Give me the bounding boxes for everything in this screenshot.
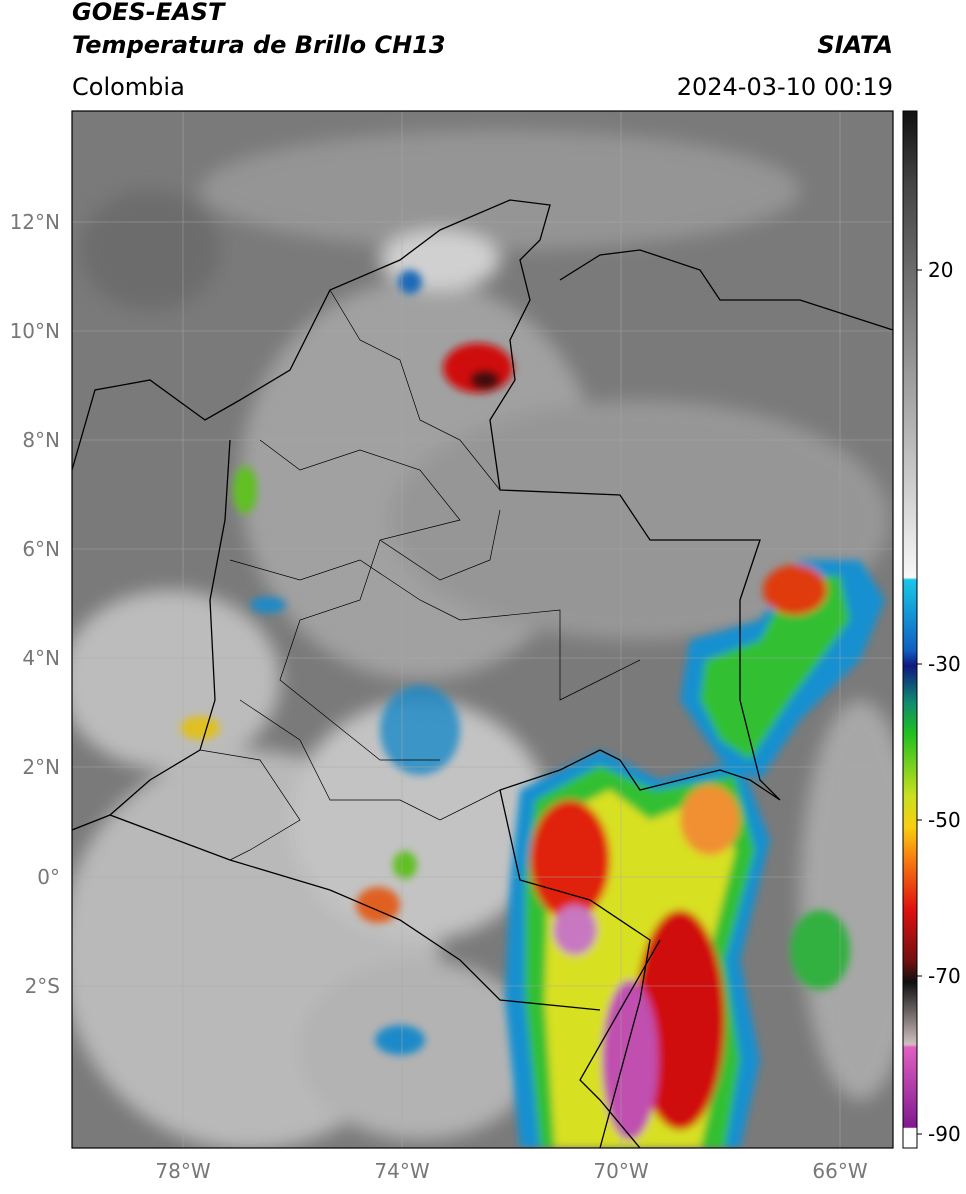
colorbar-ticks [917, 269, 922, 1135]
map-frame [71, 110, 894, 1149]
satellite-image [72, 111, 893, 1148]
source: SIATA [817, 31, 893, 59]
lat-label: 2°N [22, 755, 60, 779]
lat-labels: 12°N 10°N 8°N 6°N 4°N 2°N 0° 2°S [10, 210, 60, 998]
lat-label: 6°N [22, 537, 60, 561]
lat-label: 12°N [10, 210, 60, 234]
lon-label: 66°W [812, 1159, 867, 1183]
lat-label: 0° [37, 865, 60, 889]
lat-label: 10°N [10, 319, 60, 343]
colorbar-label: -50 [928, 808, 961, 832]
lat-label: 4°N [22, 646, 60, 670]
lat-label: 2°S [25, 974, 60, 998]
timestamp: 2024-03-10 00:19 [677, 73, 893, 101]
title: GOES-EAST [72, 0, 226, 26]
lat-label: 8°N [22, 428, 60, 452]
colorbar-label: -30 [928, 652, 961, 676]
colorbar-label: -70 [928, 964, 961, 988]
colorbar [902, 110, 918, 1149]
lon-label: 78°W [155, 1159, 210, 1183]
region: Colombia [72, 73, 185, 101]
colorbar-label: 20 [928, 258, 953, 282]
lon-label: 70°W [593, 1159, 648, 1183]
lon-labels: 78°W 74°W 70°W 66°W [155, 1159, 867, 1183]
subtitle: Temperatura de Brillo CH13 [72, 31, 446, 59]
lon-label: 74°W [374, 1159, 429, 1183]
colorbar-label: -90 [928, 1122, 961, 1146]
